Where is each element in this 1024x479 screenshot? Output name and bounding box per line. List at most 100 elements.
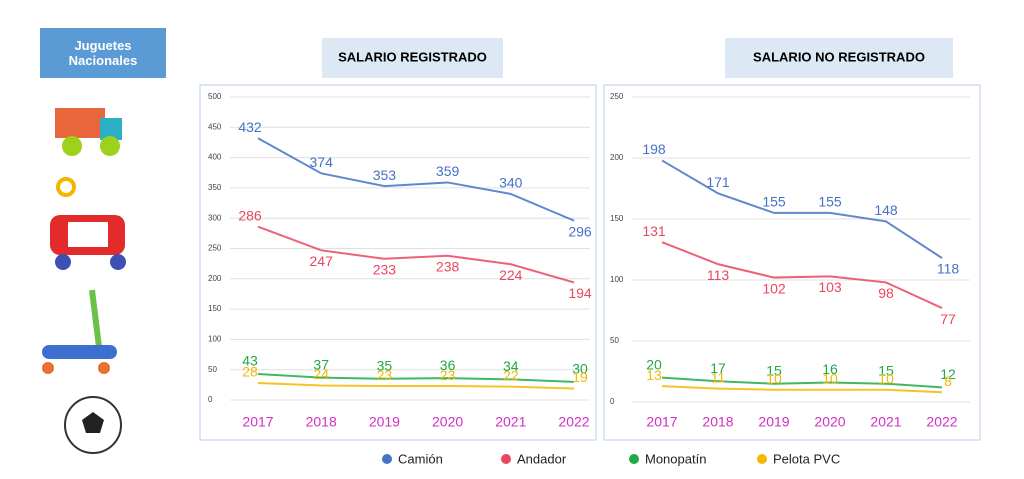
legend-marker xyxy=(501,454,511,464)
data-label: 171 xyxy=(706,174,730,190)
data-label: 155 xyxy=(762,194,786,210)
y-tick-label: 0 xyxy=(610,397,615,406)
legend-label: Camión xyxy=(398,451,443,466)
data-label: 22 xyxy=(503,367,519,383)
data-label: 17 xyxy=(710,360,726,376)
data-label: 16 xyxy=(822,361,838,377)
data-label: 103 xyxy=(818,279,842,295)
data-label: 11 xyxy=(711,369,726,385)
data-label: 12 xyxy=(940,366,956,382)
y-tick-label: 400 xyxy=(208,153,222,162)
data-label: 155 xyxy=(818,194,842,210)
data-label: 148 xyxy=(874,202,898,218)
x-tick-label: 2020 xyxy=(432,414,463,430)
data-label: 77 xyxy=(940,311,956,327)
data-label: 23 xyxy=(440,367,456,383)
y-tick-label: 100 xyxy=(208,335,222,344)
chart-title: SALARIO NO REGISTRADO xyxy=(753,49,925,64)
x-tick-label: 2019 xyxy=(758,414,789,430)
data-label: 34 xyxy=(503,358,519,374)
y-tick-label: 150 xyxy=(610,214,624,223)
x-tick-label: 2019 xyxy=(369,414,400,430)
x-tick-label: 2022 xyxy=(558,414,589,430)
y-tick-label: 100 xyxy=(610,275,624,284)
y-tick-label: 150 xyxy=(208,304,222,313)
series-line xyxy=(661,376,943,389)
chart-frame xyxy=(603,84,981,441)
data-label: 286 xyxy=(238,207,262,223)
data-label: 37 xyxy=(313,356,329,372)
scooter-icon xyxy=(42,289,117,374)
legend-label: Monopatín xyxy=(645,451,706,466)
x-tick-label: 2017 xyxy=(242,414,273,430)
data-label: 247 xyxy=(310,253,334,269)
chart-title: SALARIO REGISTRADO xyxy=(338,49,487,64)
y-tick-label: 500 xyxy=(208,92,222,101)
x-tick-label: 2017 xyxy=(646,414,677,430)
y-tick-label: 250 xyxy=(610,92,624,101)
legend-label: Andador xyxy=(517,451,567,466)
data-label: 20 xyxy=(646,356,662,372)
series-line xyxy=(257,372,575,383)
data-label: 43 xyxy=(242,353,258,369)
walker-icon xyxy=(50,177,126,270)
x-tick-label: 2018 xyxy=(306,414,337,430)
x-tick-label: 2020 xyxy=(814,414,845,430)
legend-marker xyxy=(757,454,767,464)
data-label: 15 xyxy=(766,362,782,378)
ball-icon xyxy=(64,396,122,454)
y-tick-label: 350 xyxy=(208,183,222,192)
data-label: 359 xyxy=(436,163,460,179)
y-tick-label: 300 xyxy=(208,213,222,222)
x-tick-label: 2021 xyxy=(870,414,901,430)
series-line xyxy=(661,241,943,309)
sidebar-title: Juguetes Nacionales xyxy=(68,38,138,68)
data-label: 19 xyxy=(572,369,588,385)
series-line xyxy=(257,382,575,390)
data-label: 131 xyxy=(642,223,666,239)
sidebar-box xyxy=(40,28,166,78)
y-tick-label: 200 xyxy=(610,153,624,162)
y-tick-label: 200 xyxy=(208,274,222,283)
data-label: 10 xyxy=(766,371,782,387)
data-label: 24 xyxy=(313,366,329,382)
y-tick-label: 250 xyxy=(208,244,222,253)
title-box xyxy=(322,38,503,78)
x-tick-label: 2018 xyxy=(702,414,733,430)
data-label: 353 xyxy=(373,167,397,183)
legend-marker xyxy=(629,454,639,464)
data-label: 13 xyxy=(646,367,662,383)
data-label: 233 xyxy=(373,262,397,278)
data-label: 36 xyxy=(440,357,456,373)
y-tick-label: 450 xyxy=(208,122,222,131)
data-label: 118 xyxy=(937,261,960,277)
series-line xyxy=(257,137,575,222)
data-label: 35 xyxy=(377,357,393,373)
data-label: 296 xyxy=(568,223,592,239)
truck-icon xyxy=(55,108,122,156)
x-tick-label: 2022 xyxy=(926,414,957,430)
series-line xyxy=(661,159,943,259)
data-label: 113 xyxy=(707,267,730,283)
data-label: 102 xyxy=(762,280,786,296)
y-tick-label: 50 xyxy=(208,365,217,374)
data-label: 8 xyxy=(944,373,952,389)
legend-label: Pelota PVC xyxy=(773,451,840,466)
data-label: 30 xyxy=(572,361,588,377)
data-label: 432 xyxy=(238,119,262,135)
data-label: 340 xyxy=(499,175,523,191)
y-tick-label: 50 xyxy=(610,336,619,345)
sidebar-holder: Juguetes Nacionales xyxy=(68,38,138,68)
data-label: 23 xyxy=(377,367,393,383)
data-label: 198 xyxy=(642,141,666,157)
chart-frame xyxy=(199,84,597,441)
data-label: 374 xyxy=(310,154,334,170)
series-line xyxy=(661,385,943,394)
data-label: 15 xyxy=(878,362,894,378)
data-label: 10 xyxy=(822,371,838,387)
data-label: 194 xyxy=(568,285,592,301)
data-label: 98 xyxy=(878,285,894,301)
title-box xyxy=(725,38,953,78)
